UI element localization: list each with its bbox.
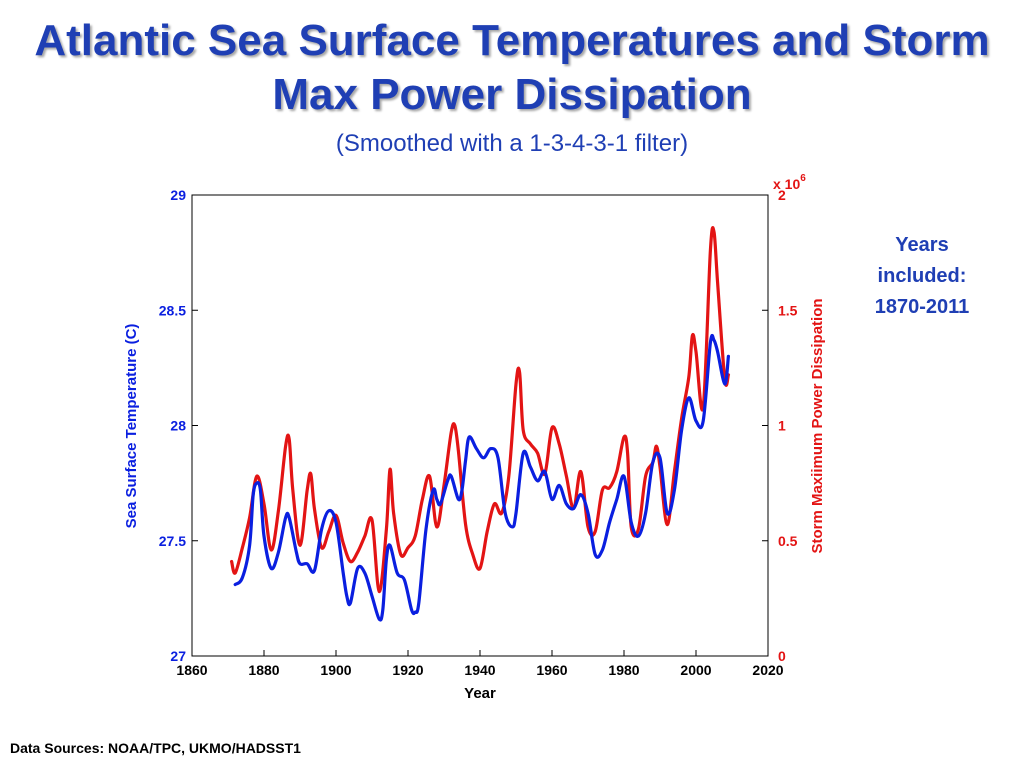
y-tick-label: 27 — [170, 648, 186, 664]
y-tick-label: 28.5 — [159, 302, 186, 318]
title-line-2: Max Power Dissipation — [272, 70, 752, 119]
x-tick-label: 2020 — [752, 662, 783, 678]
y2-multiplier: x 106 — [773, 173, 806, 192]
x-tick-label: 1940 — [464, 662, 495, 678]
data-sources: Data Sources: NOAA/TPC, UKMO/HADSST1 — [10, 740, 301, 756]
plot-lines — [230, 226, 730, 622]
x-tick-label: 2000 — [680, 662, 711, 678]
y2-tick-label: 0.5 — [778, 533, 798, 549]
y-axis-label: Sea Surface Temperature (C) — [123, 324, 140, 529]
series-line-sea-surface-temperature — [233, 333, 730, 622]
y-axis-ticks: 27 27.5 28 28.5 29 — [159, 187, 198, 664]
y2-tick-label: 1.5 — [778, 302, 798, 318]
years-note-line-3: 1870-2011 — [874, 296, 970, 318]
y-tick-label: 27.5 — [159, 533, 186, 549]
x-axis-label: Year — [464, 685, 496, 702]
y2-axis-ticks: 0 0.5 1 1.5 2 — [762, 187, 798, 664]
x-tick-label: 1900 — [320, 662, 351, 678]
y2-tick-label: 2 — [778, 187, 786, 203]
y-tick-label: 29 — [170, 187, 186, 203]
years-note: Years included: 1870-2011 — [852, 230, 992, 323]
y-tick-label: 28 — [170, 418, 186, 434]
page-subtitle: (Smoothed with a 1-3-4-3-1 filter) — [335, 130, 689, 157]
y2-axis-label: Storm Maxiimum Power Dissipation — [809, 298, 826, 553]
years-note-line-1: Years — [895, 234, 949, 256]
title-line-1: Atlantic Sea Surface Temperatures and St… — [34, 16, 990, 65]
page-title: Atlantic Sea Surface Temperatures and St… — [0, 14, 1024, 122]
x-tick-label: 1960 — [536, 662, 567, 678]
x-tick-label: 1980 — [608, 662, 639, 678]
y2-tick-label: 1 — [778, 418, 786, 434]
series-line-power-dissipation — [230, 226, 730, 594]
x-tick-label: 1920 — [392, 662, 423, 678]
x-tick-label: 1860 — [176, 662, 207, 678]
y2-tick-label: 0 — [778, 648, 786, 664]
x-axis-ticks: 1860 1880 1900 1920 1940 1960 1980 2000 2020 — [176, 650, 784, 678]
x-tick-label: 1880 — [248, 662, 279, 678]
years-note-line-2: included: — [877, 265, 967, 287]
